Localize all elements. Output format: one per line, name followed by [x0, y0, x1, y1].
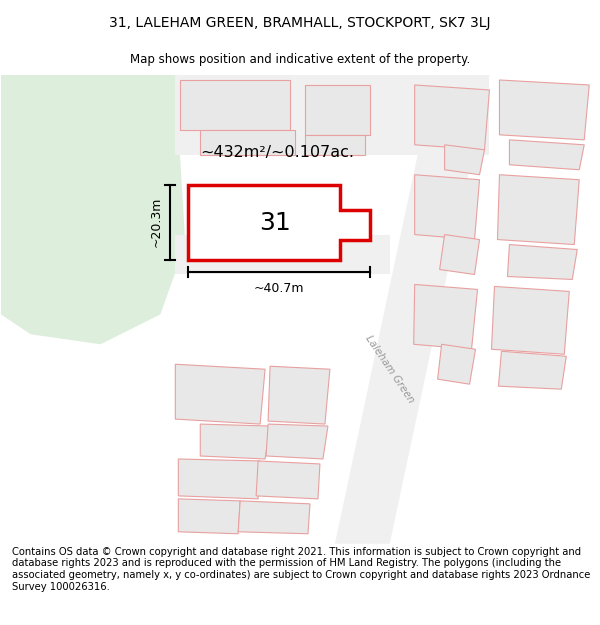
Polygon shape	[175, 364, 265, 424]
Polygon shape	[175, 234, 390, 274]
Polygon shape	[497, 175, 579, 244]
Polygon shape	[200, 130, 295, 155]
Polygon shape	[491, 286, 569, 354]
Polygon shape	[256, 461, 320, 499]
Polygon shape	[509, 140, 584, 170]
Polygon shape	[178, 459, 260, 499]
Text: ~40.7m: ~40.7m	[254, 282, 304, 296]
Text: ~20.3m: ~20.3m	[149, 197, 163, 248]
Polygon shape	[445, 145, 485, 175]
Polygon shape	[440, 234, 479, 274]
Polygon shape	[499, 351, 566, 389]
Polygon shape	[499, 80, 589, 140]
Polygon shape	[508, 244, 577, 279]
Text: Contains OS data © Crown copyright and database right 2021. This information is : Contains OS data © Crown copyright and d…	[12, 547, 590, 592]
Text: ~432m²/~0.107ac.: ~432m²/~0.107ac.	[200, 145, 354, 160]
Text: 31: 31	[259, 211, 291, 234]
Polygon shape	[305, 85, 370, 135]
Polygon shape	[178, 499, 240, 534]
Polygon shape	[415, 175, 479, 239]
Polygon shape	[305, 135, 365, 155]
Text: Laleham Green: Laleham Green	[364, 334, 416, 405]
Text: Map shows position and indicative extent of the property.: Map shows position and indicative extent…	[130, 53, 470, 66]
Polygon shape	[413, 284, 478, 349]
Polygon shape	[175, 75, 490, 155]
Polygon shape	[200, 424, 270, 459]
Polygon shape	[181, 80, 290, 130]
Polygon shape	[415, 85, 490, 150]
Polygon shape	[238, 501, 310, 534]
Polygon shape	[268, 366, 330, 424]
Polygon shape	[188, 185, 370, 259]
Polygon shape	[335, 75, 490, 544]
Text: 31, LALEHAM GREEN, BRAMHALL, STOCKPORT, SK7 3LJ: 31, LALEHAM GREEN, BRAMHALL, STOCKPORT, …	[109, 16, 491, 29]
Polygon shape	[437, 344, 476, 384]
Polygon shape	[266, 424, 328, 459]
Polygon shape	[1, 75, 185, 344]
